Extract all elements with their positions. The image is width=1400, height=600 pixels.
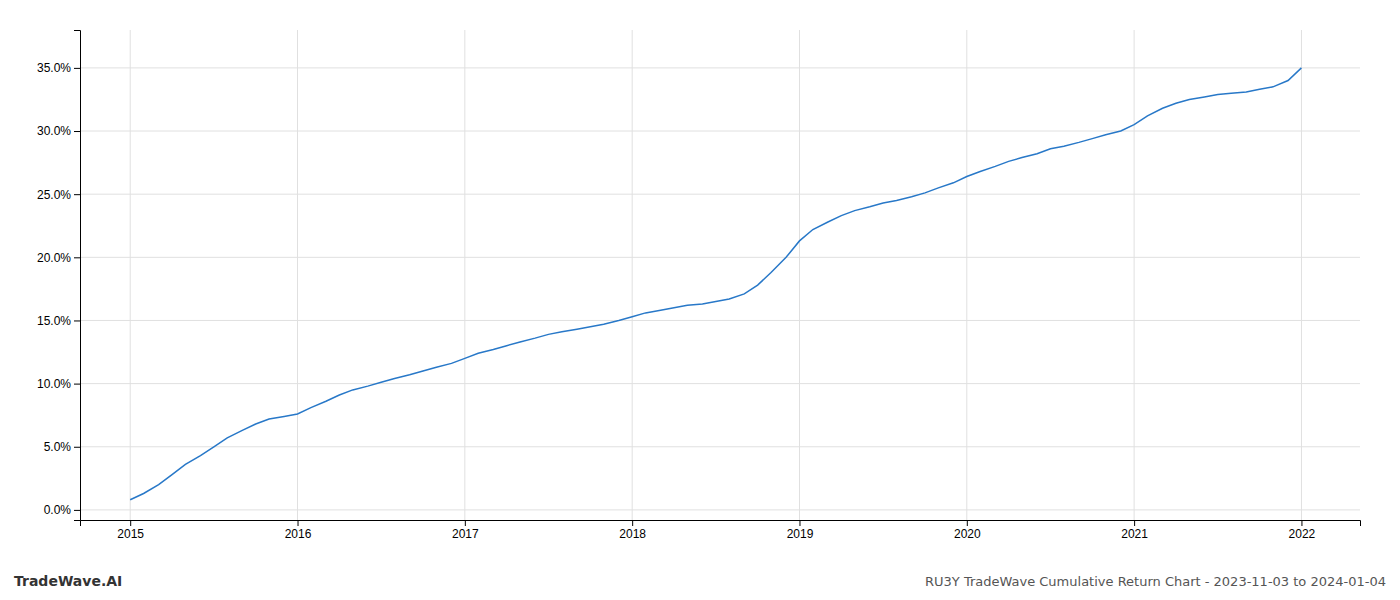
tick-mark bbox=[298, 520, 299, 526]
tick-label: 2019 bbox=[787, 527, 814, 541]
line bbox=[130, 68, 1301, 500]
grid-line bbox=[1134, 30, 1135, 520]
grid-line bbox=[130, 30, 131, 520]
tick: 0.0% bbox=[44, 503, 80, 517]
grid-line bbox=[80, 509, 1360, 510]
tick-mark bbox=[465, 520, 466, 526]
grid-line bbox=[80, 320, 1360, 321]
tick: 20.0% bbox=[37, 251, 80, 265]
tick: 15.0% bbox=[37, 314, 80, 328]
tick-label: 10.0% bbox=[37, 377, 71, 391]
watermark: TradeWave.AI bbox=[14, 573, 122, 589]
grid-line bbox=[80, 383, 1360, 384]
tick-mark bbox=[130, 520, 131, 526]
grid-line bbox=[966, 30, 967, 520]
marks bbox=[130, 68, 1301, 500]
tick-mark bbox=[967, 520, 968, 526]
tick-label: 2021 bbox=[1121, 527, 1148, 541]
grid-line bbox=[80, 257, 1360, 258]
tick-mark bbox=[1134, 520, 1135, 526]
tick-label: 20.0% bbox=[37, 251, 71, 265]
x-axis: 2015 2016 2017 2018 2019 2020 2021 2022 bbox=[81, 520, 1361, 541]
tick-label: 2016 bbox=[285, 527, 312, 541]
tick: 10.0% bbox=[37, 377, 80, 391]
tick-label: 2015 bbox=[117, 527, 144, 541]
grid-line bbox=[80, 67, 1360, 68]
tick: 2020 bbox=[954, 520, 981, 541]
tick-mark bbox=[632, 520, 633, 526]
tick-label: 2018 bbox=[619, 527, 646, 541]
grid-line bbox=[1301, 30, 1302, 520]
tick-label: 2017 bbox=[452, 527, 479, 541]
tick-label: 5.0% bbox=[44, 440, 72, 454]
title: RU3Y TradeWave Cumulative Return Chart -… bbox=[925, 574, 1386, 589]
tick: 5.0% bbox=[44, 440, 80, 454]
grid-line bbox=[464, 30, 465, 520]
tick: 2022 bbox=[1289, 520, 1316, 541]
grid bbox=[80, 30, 1360, 520]
tick-mark bbox=[74, 68, 80, 69]
tick-label: 35.0% bbox=[37, 61, 71, 75]
tick: 2019 bbox=[787, 520, 814, 541]
tick-label: 15.0% bbox=[37, 314, 71, 328]
tick-mark bbox=[799, 520, 800, 526]
tick: 2016 bbox=[285, 520, 312, 541]
tick-mark bbox=[74, 447, 80, 448]
tick-mark bbox=[74, 510, 80, 511]
tick-mark bbox=[1301, 520, 1302, 526]
tick: 2021 bbox=[1121, 520, 1148, 541]
tick-label: 2020 bbox=[954, 527, 981, 541]
tick: 25.0% bbox=[37, 188, 80, 202]
tick: 35.0% bbox=[37, 61, 80, 75]
grid-line bbox=[80, 446, 1360, 447]
tick-mark bbox=[74, 384, 80, 385]
tick: 2015 bbox=[117, 520, 144, 541]
plot-area: 2015 2016 2017 2018 2019 2020 2021 2022 0.0% 5.0%… bbox=[37, 30, 1361, 541]
y-axis: 0.0% 5.0% 10.0% 15.0% 20.0% 25.0% 30.0% 35.0% bbox=[37, 31, 81, 521]
tick-label: 25.0% bbox=[37, 188, 71, 202]
tick-label: 0.0% bbox=[44, 503, 72, 517]
grid-line bbox=[632, 30, 633, 520]
tick-label: 30.0% bbox=[37, 124, 71, 138]
tick-mark bbox=[74, 131, 80, 132]
axis-line bbox=[81, 521, 1361, 527]
tick-mark bbox=[74, 257, 80, 258]
grid-line bbox=[297, 30, 298, 520]
tick-mark bbox=[74, 320, 80, 321]
tick-mark bbox=[74, 194, 80, 195]
tick: 2018 bbox=[619, 520, 646, 541]
tick: 30.0% bbox=[37, 124, 80, 138]
grid-line bbox=[80, 131, 1360, 132]
grid-line bbox=[799, 30, 800, 520]
chart: 2015 2016 2017 2018 2019 2020 2021 2022 0.0% 5.0%… bbox=[0, 0, 1400, 600]
tick-label: 2022 bbox=[1289, 527, 1316, 541]
tick: 2017 bbox=[452, 520, 479, 541]
axis-line bbox=[74, 31, 81, 521]
grid-line bbox=[80, 194, 1360, 195]
